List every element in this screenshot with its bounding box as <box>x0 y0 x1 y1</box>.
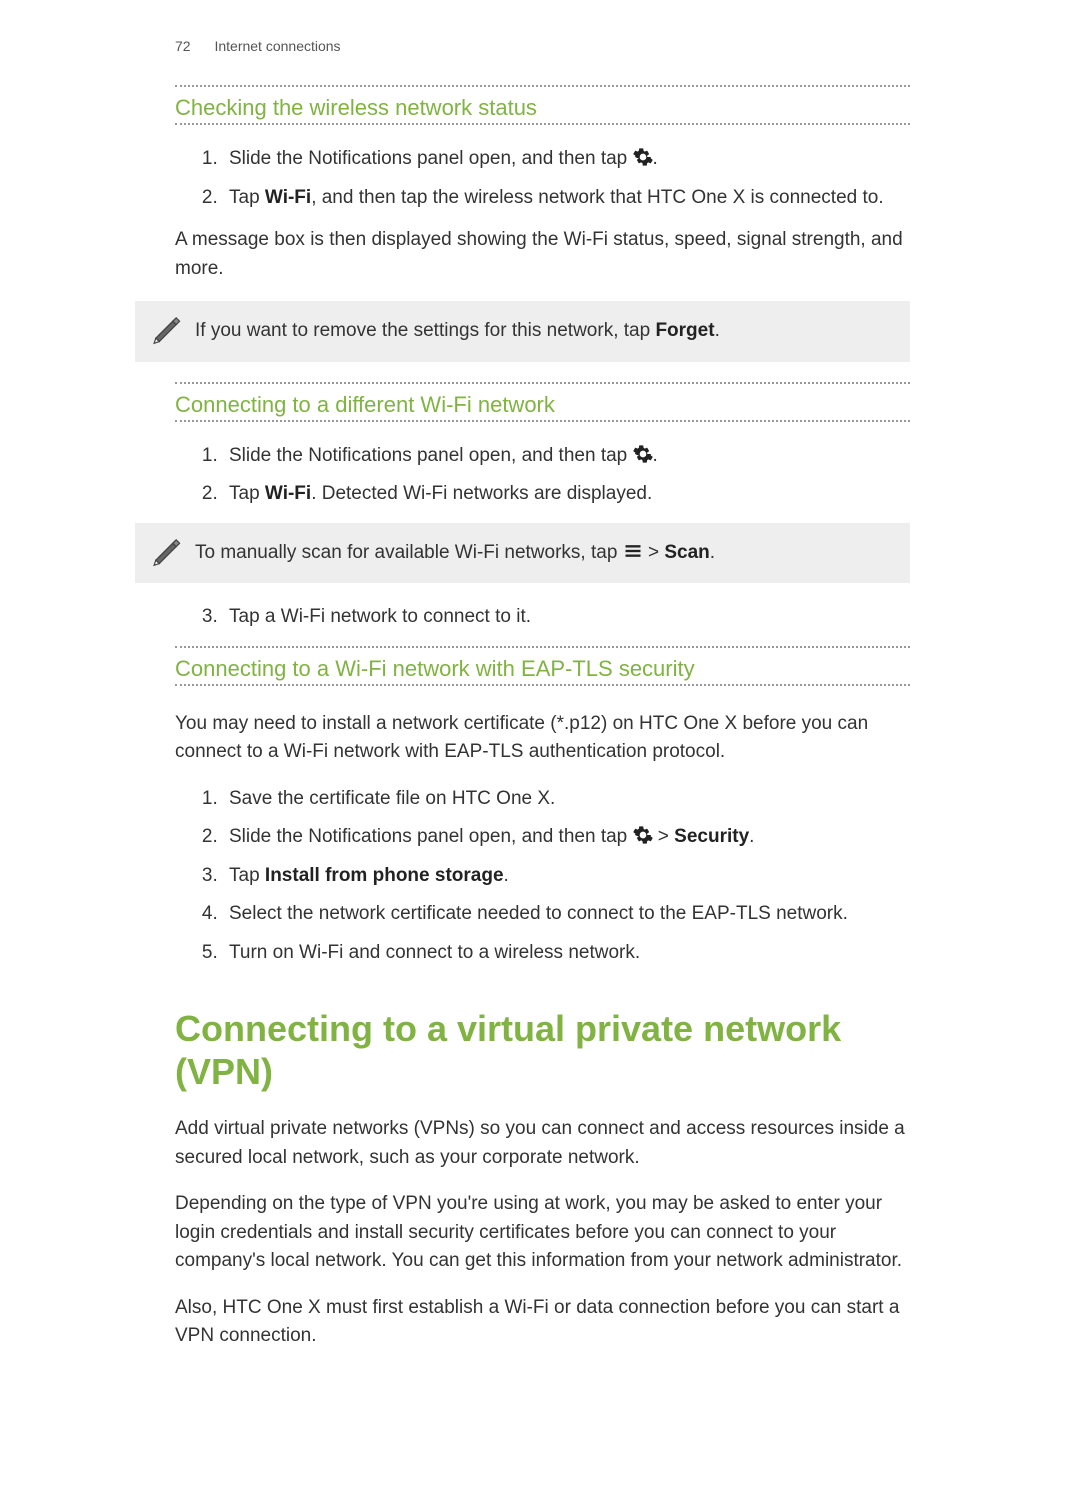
step-item: Tap Wi-Fi, and then tap the wireless net… <box>223 184 910 213</box>
page-header: 72 Internet connections <box>175 36 910 57</box>
gear-icon <box>633 444 653 464</box>
body-paragraph: A message box is then displayed showing … <box>175 226 910 283</box>
bold-scan: Scan <box>664 542 709 563</box>
bold-forget: Forget <box>655 320 714 341</box>
bold-wifi: Wi-Fi <box>265 187 311 208</box>
steps-list: Tap a Wi-Fi network to connect to it. <box>175 603 910 632</box>
page-number: 72 <box>175 36 191 57</box>
step-item: Tap Wi-Fi. Detected Wi-Fi networks are d… <box>223 480 910 509</box>
subheading-wrap: Connecting to a Wi-Fi network with EAP-T… <box>175 646 910 700</box>
pencil-icon <box>149 311 183 345</box>
step-item: Select the network certificate needed to… <box>223 900 910 929</box>
heading-vpn: Connecting to a virtual private network … <box>175 1007 910 1093</box>
body-paragraph: Also, HTC One X must first establish a W… <box>175 1294 910 1351</box>
bold-wifi: Wi-Fi <box>265 483 311 504</box>
step-item: Slide the Notifications panel open, and … <box>223 145 910 174</box>
steps-list: Slide the Notifications panel open, and … <box>175 442 910 509</box>
step-item: Turn on Wi-Fi and connect to a wireless … <box>223 939 910 968</box>
gear-icon <box>633 147 653 167</box>
chapter-name: Internet connections <box>214 36 340 57</box>
bold-security: Security <box>674 826 749 847</box>
pencil-icon <box>149 533 183 567</box>
body-paragraph: You may need to install a network certif… <box>175 710 910 767</box>
body-paragraph: Add virtual private networks (VPNs) so y… <box>175 1115 910 1172</box>
subheading-wrap: Connecting to a different Wi-Fi network <box>175 382 910 436</box>
steps-list: Save the certificate file on HTC One X. … <box>175 785 910 968</box>
subheading-check-status: Checking the wireless network status <box>175 87 910 125</box>
step-item: Tap a Wi-Fi network to connect to it. <box>223 603 910 632</box>
subheading-different-network: Connecting to a different Wi-Fi network <box>175 384 910 422</box>
step-item: Tap Install from phone storage. <box>223 862 910 891</box>
gear-icon <box>633 825 653 845</box>
body-paragraph: Depending on the type of VPN you're usin… <box>175 1190 910 1276</box>
manual-page: 72 Internet connections Checking the wir… <box>0 36 1080 1351</box>
step-item: Save the certificate file on HTC One X. <box>223 785 910 814</box>
step-item: Slide the Notifications panel open, and … <box>223 442 910 471</box>
step-item: Slide the Notifications panel open, and … <box>223 823 910 852</box>
note-box: To manually scan for available Wi-Fi net… <box>135 523 910 584</box>
bold-install: Install from phone storage <box>265 865 504 886</box>
steps-list: Slide the Notifications panel open, and … <box>175 145 910 212</box>
note-box: If you want to remove the settings for t… <box>135 301 910 362</box>
subheading-wrap: Checking the wireless network status <box>175 85 910 139</box>
menu-icon <box>623 541 643 561</box>
subheading-eap-tls: Connecting to a Wi-Fi network with EAP-T… <box>175 648 910 686</box>
